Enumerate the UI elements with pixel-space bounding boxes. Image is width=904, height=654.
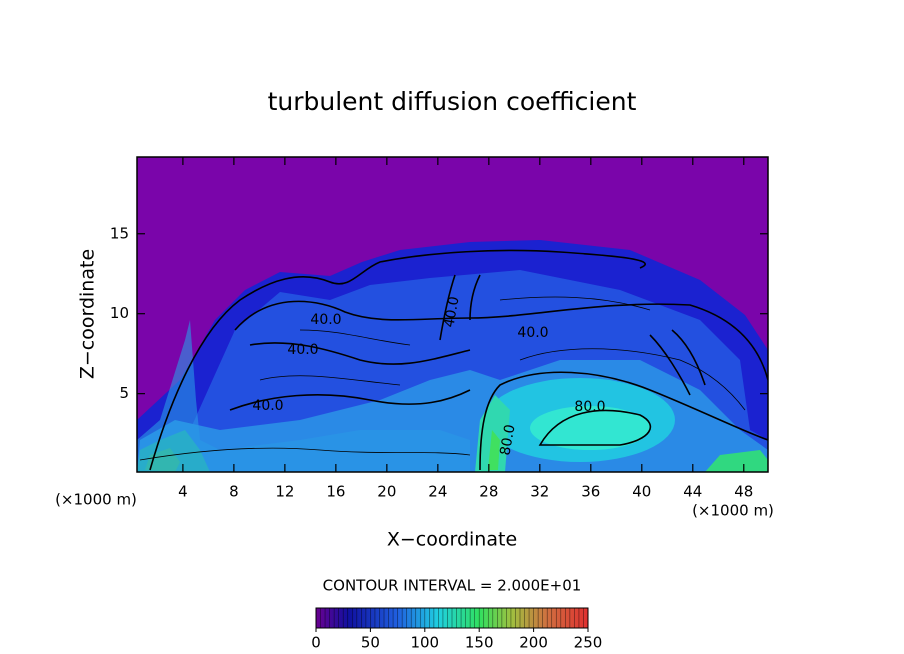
contour-field bbox=[137, 157, 768, 472]
x-tick-label: 48 bbox=[734, 483, 753, 501]
contour-label: 40.0 bbox=[517, 325, 548, 341]
x-tick-label: 36 bbox=[581, 483, 600, 501]
x-tick-label: 16 bbox=[326, 483, 345, 501]
chart-title: turbulent diffusion coefficient bbox=[268, 87, 637, 116]
x-tick-label: 8 bbox=[229, 483, 239, 501]
y-axis-label: Z−coordinate bbox=[77, 249, 99, 379]
x-tick-label: 44 bbox=[683, 483, 702, 501]
x-axis-label: X−coordinate bbox=[387, 529, 517, 551]
colorbar-tick-label: 100 bbox=[410, 634, 439, 652]
contour-label: 80.0 bbox=[574, 399, 605, 415]
colorbar-tick-label: 200 bbox=[519, 634, 548, 652]
x-tick-label: 24 bbox=[428, 483, 447, 501]
x-tick-label: 12 bbox=[275, 483, 294, 501]
contour-label: 40.0 bbox=[287, 342, 318, 358]
x-tick-label: 40 bbox=[632, 483, 651, 501]
y-tick-label: 5 bbox=[119, 384, 129, 402]
x-tick-label: 20 bbox=[377, 483, 396, 501]
contour-interval: CONTOUR INTERVAL = 2.000E+01 bbox=[323, 577, 582, 595]
colorbar-tick-label: 50 bbox=[361, 634, 380, 652]
x-axis-units: (×1000 m) bbox=[55, 491, 137, 509]
contour-label: 40.0 bbox=[441, 295, 462, 328]
x-tick-label: 28 bbox=[479, 483, 498, 501]
x-tick-label: 32 bbox=[530, 483, 549, 501]
y-tick-label: 15 bbox=[110, 224, 129, 242]
plot-frame bbox=[136, 156, 769, 473]
x-axis-units: (×1000 m) bbox=[692, 502, 774, 520]
x-tick-label: 4 bbox=[178, 483, 188, 501]
contour-label: 80.0 bbox=[497, 423, 518, 456]
colorbar-tick-label: 0 bbox=[311, 634, 321, 652]
contour-label: 40.0 bbox=[252, 398, 283, 414]
colorbar-tick-label: 250 bbox=[574, 634, 603, 652]
contour-label: 40.0 bbox=[310, 312, 341, 328]
colorbar-tick-label: 150 bbox=[465, 634, 494, 652]
y-tick-label: 10 bbox=[110, 304, 129, 322]
